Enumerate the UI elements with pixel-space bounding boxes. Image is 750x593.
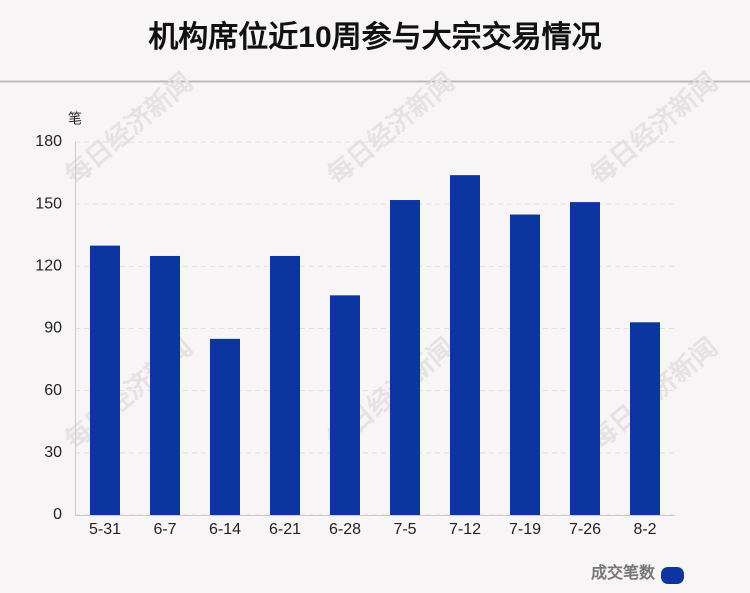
- y-tick-label: 150: [35, 195, 62, 212]
- bar: [630, 322, 660, 515]
- y-tick-label: 180: [35, 133, 62, 150]
- bar: [90, 245, 120, 515]
- x-tick-label: 6-28: [329, 521, 361, 538]
- x-tick-label: 7-5: [393, 521, 416, 538]
- y-tick-label: 90: [44, 320, 62, 337]
- x-tick-label: 5-31: [89, 521, 121, 538]
- x-tick-label: 7-12: [449, 521, 481, 538]
- bar: [510, 214, 540, 515]
- bar: [570, 202, 600, 515]
- y-tick-label: 0: [53, 506, 62, 523]
- y-tick-label: 30: [44, 444, 62, 461]
- bar: [150, 255, 180, 515]
- y-unit: 笔: [68, 111, 82, 127]
- bar: [450, 175, 480, 515]
- x-tick-label: 8-2: [633, 521, 656, 538]
- chart-title: 机构席位近10周参与大宗交易情况: [148, 20, 601, 54]
- bar: [390, 200, 420, 515]
- x-tick-label: 6-7: [153, 521, 176, 538]
- y-tick-label: 120: [35, 258, 62, 275]
- legend-label: 成交笔数: [591, 563, 656, 582]
- y-tick-label: 60: [44, 382, 62, 399]
- x-tick-label: 6-21: [269, 521, 301, 538]
- x-tick-label: 6-14: [209, 521, 241, 538]
- x-tick-label: 7-26: [569, 521, 601, 538]
- bar: [270, 255, 300, 515]
- legend-swatch: [661, 567, 684, 584]
- bar: [210, 338, 240, 515]
- bar: [330, 295, 360, 515]
- x-tick-label: 7-19: [509, 521, 541, 538]
